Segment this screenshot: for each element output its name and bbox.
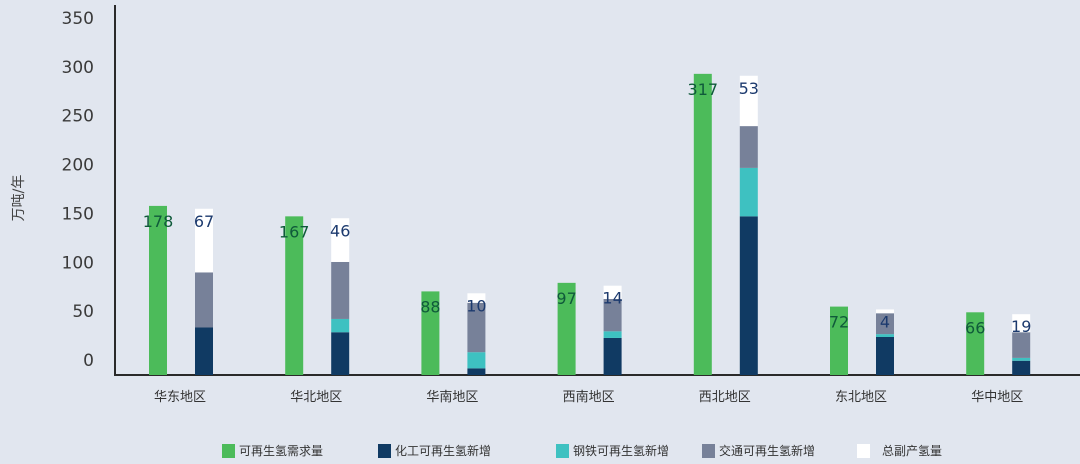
demand-bar <box>421 291 440 375</box>
stack-segment-2 <box>331 261 350 319</box>
category-label: 华北地区 <box>290 390 342 405</box>
demand-bar <box>966 312 985 375</box>
legend-label: 总副产氢量 <box>882 444 943 458</box>
byproduct-value-label: 67 <box>194 212 214 231</box>
stack-segment-0 <box>1012 360 1031 375</box>
demand-bar <box>557 282 576 375</box>
legend-swatch <box>702 443 715 458</box>
y-tick-label: 50 <box>72 302 94 322</box>
demand-value-label: 167 <box>279 222 310 241</box>
legend-label: 可再生氢需求量 <box>239 444 324 458</box>
legend-item: 钢铁可再生氢新增 <box>556 442 669 459</box>
y-tick-label: 0 <box>83 351 94 371</box>
y-tick-label: 300 <box>62 58 94 78</box>
legend-label: 化工可再生氢新增 <box>395 444 492 458</box>
category-label: 华中地区 <box>971 390 1023 405</box>
chart: 万吨/年 0 50 100 150 200 250 300 350 178 67 167 46 88 1… <box>11 5 1080 405</box>
stack-segment-2 <box>467 302 486 353</box>
stack-segment-0 <box>876 337 894 375</box>
legend: 可再生氢需求量 化工可再生氢新增 钢铁可再生氢新增 交通可再生氢新增 总副产氢量 <box>0 442 1080 462</box>
byproduct-value-label: 10 <box>466 296 486 315</box>
stack-segment-2 <box>876 313 894 335</box>
legend-label: 钢铁可再生氢新增 <box>573 444 670 458</box>
byproduct-value-label: 4 <box>880 312 890 331</box>
stack-segment-0 <box>195 327 213 375</box>
demand-bar <box>149 205 167 375</box>
y-tick-label: 150 <box>62 204 94 224</box>
demand-value-label: 72 <box>829 313 849 332</box>
category-label: 东北地区 <box>835 390 887 405</box>
stack-segment-2 <box>195 272 213 328</box>
y-axis-label: 万吨/年 <box>11 175 27 222</box>
stack-segment-1 <box>876 334 894 337</box>
byproduct-value-label: 46 <box>330 221 350 240</box>
category-label: 华南地区 <box>426 389 478 405</box>
demand-value-label: 178 <box>143 212 174 231</box>
stack-segment-1 <box>603 331 622 338</box>
byproduct-value-label: 14 <box>602 289 622 308</box>
demand-value-label: 97 <box>556 289 576 308</box>
byproduct-value-label: 19 <box>1011 317 1031 336</box>
stack-segment-0 <box>603 337 622 375</box>
legend-swatch <box>378 443 391 458</box>
y-tick-label: 200 <box>62 156 94 176</box>
legend-item: 总副产氢量 <box>857 442 942 459</box>
demand-value-label: 88 <box>420 297 440 316</box>
demand-bar <box>693 73 712 375</box>
stack-segment-1 <box>331 318 350 333</box>
stack-segment-3 <box>195 208 213 273</box>
legend-swatch <box>222 443 235 458</box>
legend-item: 化工可再生氢新增 <box>378 442 491 459</box>
stack-segment-0 <box>331 332 350 375</box>
stack-segment-2 <box>1012 332 1031 358</box>
stack-segment-3 <box>1012 314 1031 333</box>
category-label: 华东地区 <box>154 390 206 405</box>
demand-bar <box>830 306 848 375</box>
stack-segment-2 <box>739 126 758 168</box>
legend-item: 交通可再生氢新增 <box>702 442 815 459</box>
stack-segment-0 <box>739 216 758 375</box>
demand-bar <box>285 216 304 375</box>
stack-segment-0 <box>467 368 486 375</box>
stack-segment-3 <box>876 309 894 314</box>
stack-segment-1 <box>739 167 758 217</box>
stack-segment-2 <box>603 299 622 332</box>
category-label: 西南地区 <box>563 389 615 405</box>
stack-segment-3 <box>739 75 758 127</box>
legend-item: 可再生氢需求量 <box>222 442 323 459</box>
byproduct-value-label: 53 <box>739 79 759 98</box>
stack-segment-3 <box>331 218 350 262</box>
legend-label: 交通可再生氢新增 <box>719 444 816 458</box>
legend-swatch <box>857 443 870 458</box>
stack-segment-1 <box>467 352 486 369</box>
y-tick-label: 100 <box>62 253 94 273</box>
stack-segment-3 <box>467 293 486 303</box>
legend-swatch <box>556 443 569 458</box>
category-label: 西北地区 <box>699 390 751 405</box>
stack-segment-3 <box>603 285 622 299</box>
y-tick-label: 350 <box>62 9 94 29</box>
demand-value-label: 317 <box>688 80 719 99</box>
demand-value-label: 66 <box>965 318 985 337</box>
stack-segment-1 <box>1012 357 1031 361</box>
y-tick-label: 250 <box>62 107 94 127</box>
